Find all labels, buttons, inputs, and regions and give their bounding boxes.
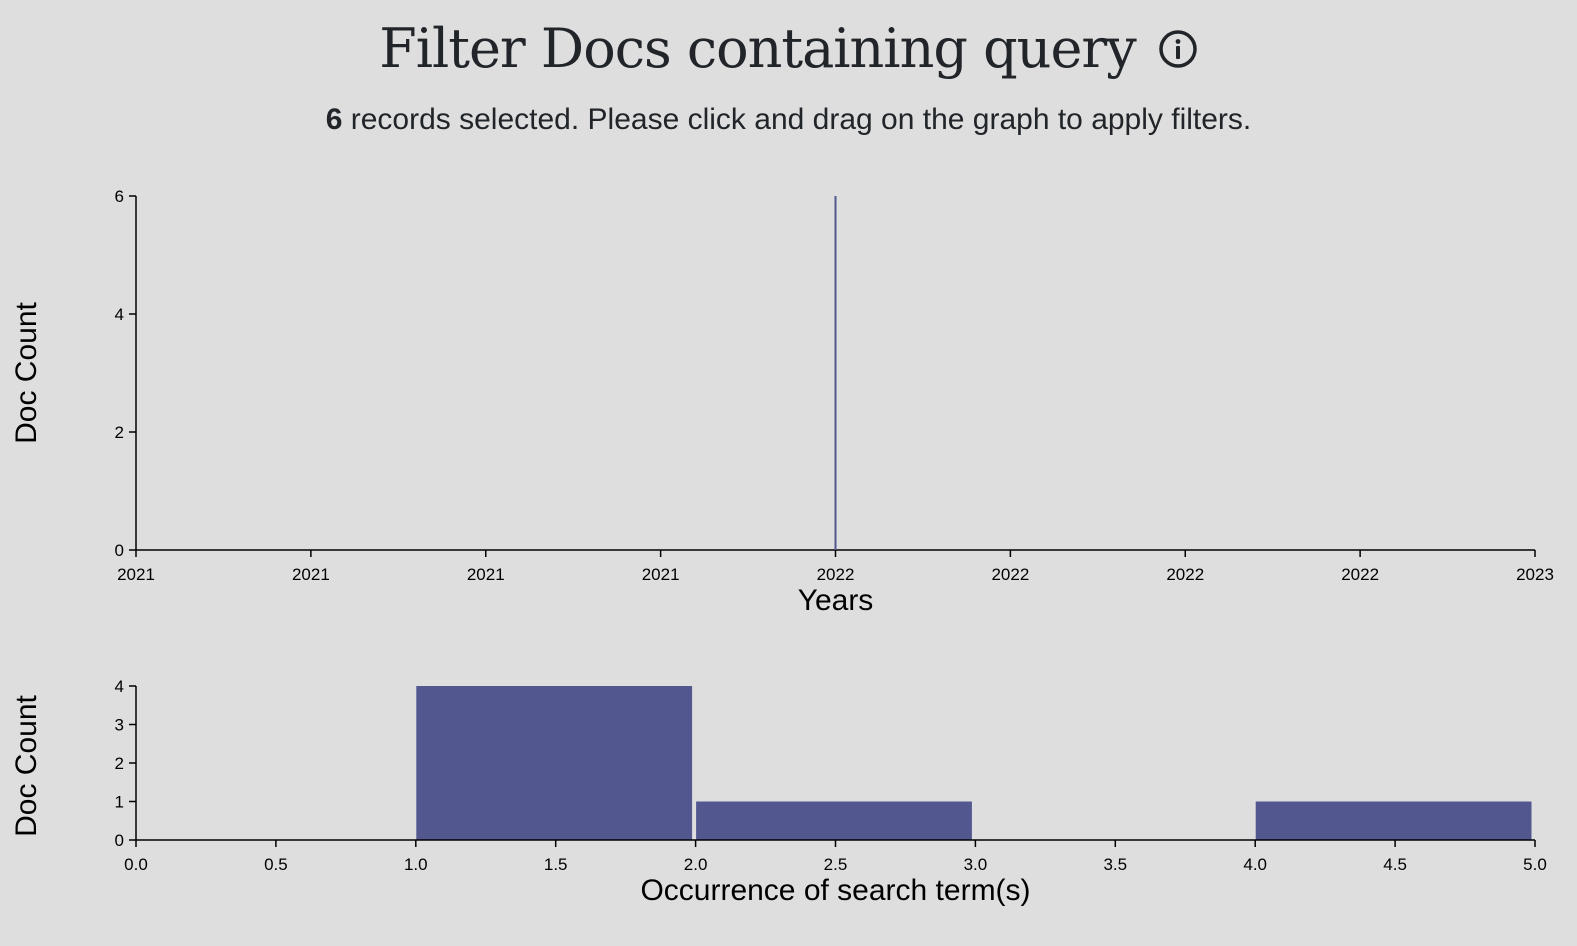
occurrence-histogram[interactable]: 0 1 2 3 4 0.0 0.5 1.0 1.5 2.0 2.5 3.0 3.5 4.0 4.5 5.0 Oc…	[0, 670, 1577, 920]
y-axis-title: Doc Count	[10, 301, 43, 443]
x-axis-title: Years	[798, 584, 874, 617]
years-histogram[interactable]: 0 2 4 6 2021 2021 2021 2021 2022 2022 2022 2022 2023…	[0, 180, 1577, 620]
y-tick-label: 4	[115, 677, 124, 696]
y-tick-label: 1	[115, 793, 124, 812]
x-axis-title: Occurrence of search term(s)	[640, 874, 1030, 907]
x-tick-label: 2021	[117, 565, 155, 584]
selection-status: 6 records selected. Please click and dra…	[0, 100, 1577, 140]
y-tick-label: 0	[115, 831, 124, 850]
x-tick-label: 4.5	[1383, 855, 1407, 874]
x-tick-label: 2022	[991, 565, 1029, 584]
y-axis-title: Doc Count	[10, 694, 43, 836]
x-tick-label: 3.0	[964, 855, 988, 874]
x-tick-label: 0.5	[264, 855, 288, 874]
y-tick-label: 2	[115, 754, 124, 773]
x-tick-label: 3.5	[1103, 855, 1127, 874]
bar-2022	[834, 196, 837, 550]
y-tick-label: 4	[115, 305, 124, 324]
x-tick-label: 2022	[1166, 565, 1204, 584]
bar-2-3	[696, 801, 972, 840]
selected-count: 6	[325, 103, 343, 136]
x-tick-label: 2021	[467, 565, 505, 584]
selection-instructions: records selected. Please click and drag …	[342, 103, 1252, 136]
x-tick-label: 0.0	[124, 855, 148, 874]
x-tick-label: 2021	[642, 565, 680, 584]
x-tick-label: 2.0	[684, 855, 708, 874]
y-tick-label: 2	[115, 423, 124, 442]
x-tick-label: 2023	[1516, 565, 1554, 584]
bar-1-2	[416, 686, 693, 840]
x-tick-label: 1.5	[544, 855, 568, 874]
title-row: Filter Docs containing query	[0, 14, 1577, 84]
page-title: Filter Docs containing query	[379, 17, 1136, 80]
x-tick-label: 2022	[817, 565, 855, 584]
y-tick-label: 0	[115, 541, 124, 560]
x-tick-label: 1.0	[404, 855, 428, 874]
x-tick-label: 2022	[1341, 565, 1379, 584]
y-tick-label: 3	[115, 716, 124, 735]
info-circle-icon[interactable]	[1158, 29, 1198, 69]
x-tick-label: 2021	[292, 565, 330, 584]
y-tick-label: 6	[115, 187, 124, 206]
x-tick-label: 4.0	[1243, 855, 1267, 874]
x-tick-label: 5.0	[1523, 855, 1547, 874]
x-tick-label: 2.5	[824, 855, 848, 874]
bar-4-5	[1255, 801, 1532, 840]
